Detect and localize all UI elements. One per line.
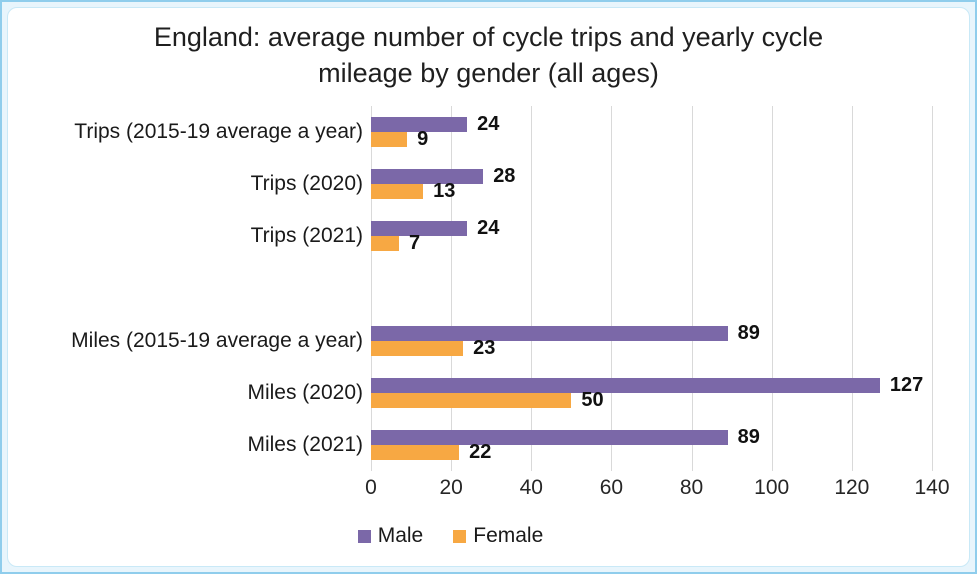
- bar-row: 24 9: [371, 106, 932, 158]
- bar-male: [371, 117, 468, 133]
- category-label: Miles (2015-19 average a year): [71, 328, 363, 352]
- gridline: [371, 106, 372, 471]
- bar-female: [371, 392, 572, 408]
- legend-item-male: Male: [357, 524, 424, 548]
- bar-row: 28 13: [371, 158, 932, 210]
- category-row: [8, 262, 363, 314]
- value-axis: 0 20 40 60 80 100 120 140: [8, 476, 969, 504]
- bar-value-label: 23: [473, 336, 496, 359]
- bar-female: [371, 132, 408, 148]
- category-label: Trips (2020): [250, 172, 363, 196]
- bar-value-label: 22: [469, 440, 492, 463]
- chart-title-text: England: average number of cycle trips a…: [153, 22, 824, 88]
- x-tick-label: 120: [834, 476, 870, 499]
- bar-row: 127 50: [371, 367, 932, 419]
- bar-line: 24: [371, 217, 932, 239]
- bar-value-label: 13: [433, 180, 456, 203]
- bar-row: 89 22: [371, 419, 932, 471]
- bar-value-label: 24: [477, 113, 500, 136]
- bar-line: 50: [371, 389, 932, 411]
- bar-male: [371, 169, 484, 185]
- gridline: [851, 106, 853, 471]
- bar-row: 89 23: [371, 315, 932, 367]
- bar-rows: 24 9 28 13 24 7 89 23 127 50 89 22: [371, 106, 932, 471]
- bar-row: 24 7: [371, 210, 932, 262]
- bar-male: [371, 221, 468, 237]
- bar-value-label: 9: [417, 128, 429, 151]
- x-tick-label: 100: [754, 476, 790, 499]
- bar-female: [371, 236, 400, 252]
- bar-line: 28: [371, 165, 932, 187]
- category-label: Miles (2020): [247, 380, 363, 404]
- gridline: [691, 106, 693, 471]
- bar-line: 9: [371, 128, 932, 150]
- x-tick-label: 60: [599, 476, 624, 499]
- bar-line: 24: [371, 113, 932, 135]
- legend: Male Female: [8, 524, 931, 548]
- x-tick-label: 40: [519, 476, 543, 499]
- gridline: [451, 106, 453, 471]
- bar-female: [371, 340, 464, 356]
- bar-line: 23: [371, 337, 932, 359]
- category-label: Trips (2021): [250, 224, 363, 248]
- bar-value-label: 50: [581, 388, 604, 411]
- gridline: [531, 106, 533, 471]
- bar-line: 22: [371, 441, 932, 463]
- bar-value-label: 7: [409, 232, 421, 255]
- legend-label: Male: [377, 524, 424, 547]
- chart-surface: England: average number of cycle trips a…: [7, 7, 970, 567]
- legend-item-female: Female: [453, 524, 543, 548]
- bar-line: 89: [371, 322, 932, 344]
- bar-male: [371, 429, 728, 445]
- category-axis: Trips (2015-19 average a year) Trips (202…: [8, 106, 363, 471]
- bar-value-label: 89: [737, 425, 760, 448]
- x-tick-label: 140: [914, 476, 950, 499]
- bar-value-label: 89: [737, 321, 760, 344]
- gridline: [932, 106, 933, 471]
- legend-swatch-female: [453, 529, 467, 543]
- x-tick-label: 20: [439, 476, 463, 499]
- bar-female: [371, 184, 424, 200]
- bar-line: 89: [371, 426, 932, 448]
- chart-title: England: average number of cycle trips a…: [8, 20, 969, 91]
- plot-area: 24 9 28 13 24 7 89 23 127 50 89 22: [371, 106, 933, 471]
- bar-male: [371, 325, 728, 341]
- bar-line: 127: [371, 374, 932, 396]
- category-row: Trips (2015-19 average a year): [8, 106, 363, 158]
- x-tick-label: 80: [679, 476, 704, 499]
- category-row: Trips (2020): [8, 158, 363, 210]
- category-row: Miles (2021): [8, 419, 363, 471]
- bar-value-label: 28: [493, 165, 516, 188]
- bar-male: [371, 377, 880, 393]
- x-tick-label: 0: [365, 476, 377, 499]
- gridline: [611, 106, 613, 471]
- legend-label: Female: [473, 524, 544, 547]
- bar-value-label: 127: [889, 373, 924, 396]
- category-row: Miles (2020): [8, 367, 363, 419]
- bar-line: 13: [371, 180, 932, 202]
- category-label: Trips (2015-19 average a year): [74, 120, 363, 144]
- category-row: Trips (2021): [8, 210, 363, 262]
- bar-line: 7: [371, 232, 932, 254]
- bar-value-label: 24: [477, 217, 500, 240]
- gridline: [771, 106, 773, 471]
- bar-female: [371, 444, 460, 460]
- category-label: Miles (2021): [247, 432, 363, 456]
- category-row: Miles (2015-19 average a year): [8, 315, 363, 367]
- legend-swatch-male: [357, 529, 371, 543]
- bar-row: [371, 262, 932, 314]
